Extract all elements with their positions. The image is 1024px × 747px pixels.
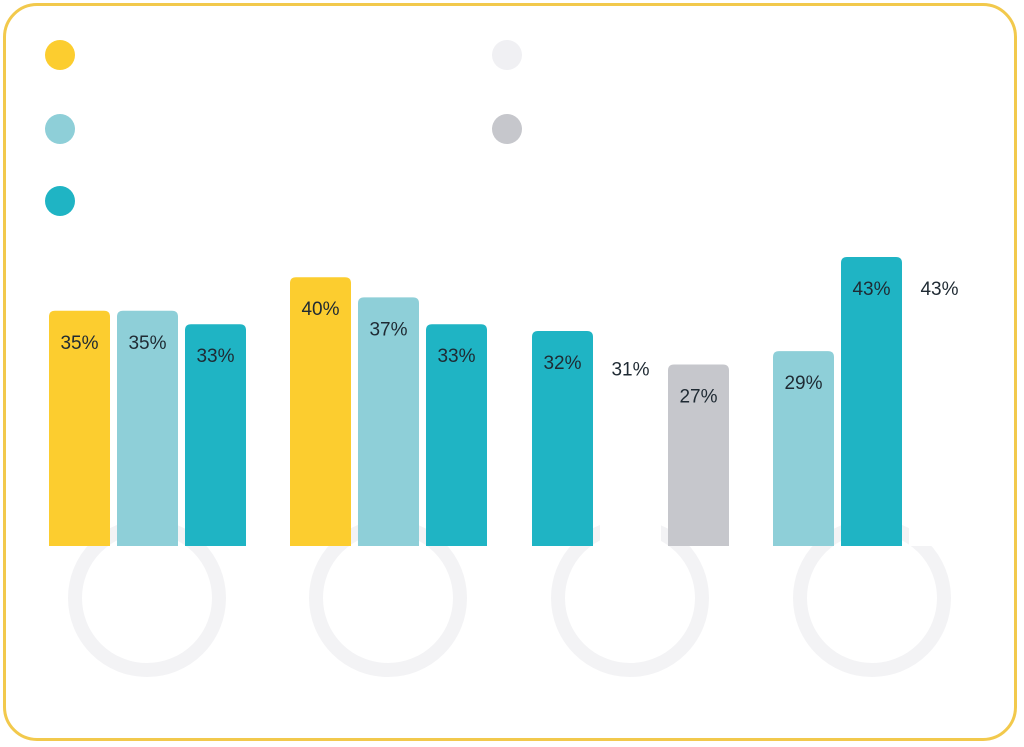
legend-swatch-light-teal xyxy=(45,114,75,144)
bar-g1-3 xyxy=(185,324,246,546)
bar-g2-2 xyxy=(358,297,419,546)
bar-value-label-g2-3: 33% xyxy=(437,346,475,367)
group-circle-3 xyxy=(551,519,709,677)
bar-value-label-g3-3: 27% xyxy=(679,387,717,408)
legend-swatch-yellow xyxy=(45,40,75,70)
bar-g2-1 xyxy=(290,277,351,546)
bar-g1-1 xyxy=(49,310,110,546)
legend-item-3 xyxy=(45,183,411,216)
bar-value-label-g3-2: 31% xyxy=(611,360,649,381)
bar-value-label-g4-2: 43% xyxy=(852,279,890,300)
group-circle-1 xyxy=(68,519,226,677)
bar-g1-2 xyxy=(117,310,178,546)
legend-item-2 xyxy=(45,111,411,144)
bar-g2-3 xyxy=(426,324,487,546)
bar-value-label-g4-1: 29% xyxy=(784,373,822,394)
bar-value-label-g2-1: 40% xyxy=(301,299,339,320)
bar-g4-3 xyxy=(909,257,970,546)
group-circle-2 xyxy=(309,519,467,677)
legend-swatch-grey xyxy=(492,114,522,144)
bar-g3-2 xyxy=(600,337,661,546)
bar-g4-2 xyxy=(841,257,902,546)
bar-value-label-g1-2: 35% xyxy=(128,333,166,354)
bar-value-label-g3-1: 32% xyxy=(543,353,581,374)
legend-item-1 xyxy=(45,37,411,70)
legend-item-5 xyxy=(492,111,858,144)
bar-value-label-g1-1: 35% xyxy=(60,333,98,354)
group-circle-4 xyxy=(793,519,951,677)
bar-value-label-g2-2: 37% xyxy=(369,319,407,340)
bar-g3-1 xyxy=(532,330,593,546)
bar-value-label-g1-3: 33% xyxy=(196,346,234,367)
legend-swatch-white xyxy=(492,40,522,70)
legend-item-4 xyxy=(492,37,858,70)
legend-swatch-teal xyxy=(45,186,75,216)
bar-value-label-g4-3: 43% xyxy=(920,279,958,300)
bar-g4-1 xyxy=(773,351,834,546)
bar-g3-3 xyxy=(668,364,729,546)
